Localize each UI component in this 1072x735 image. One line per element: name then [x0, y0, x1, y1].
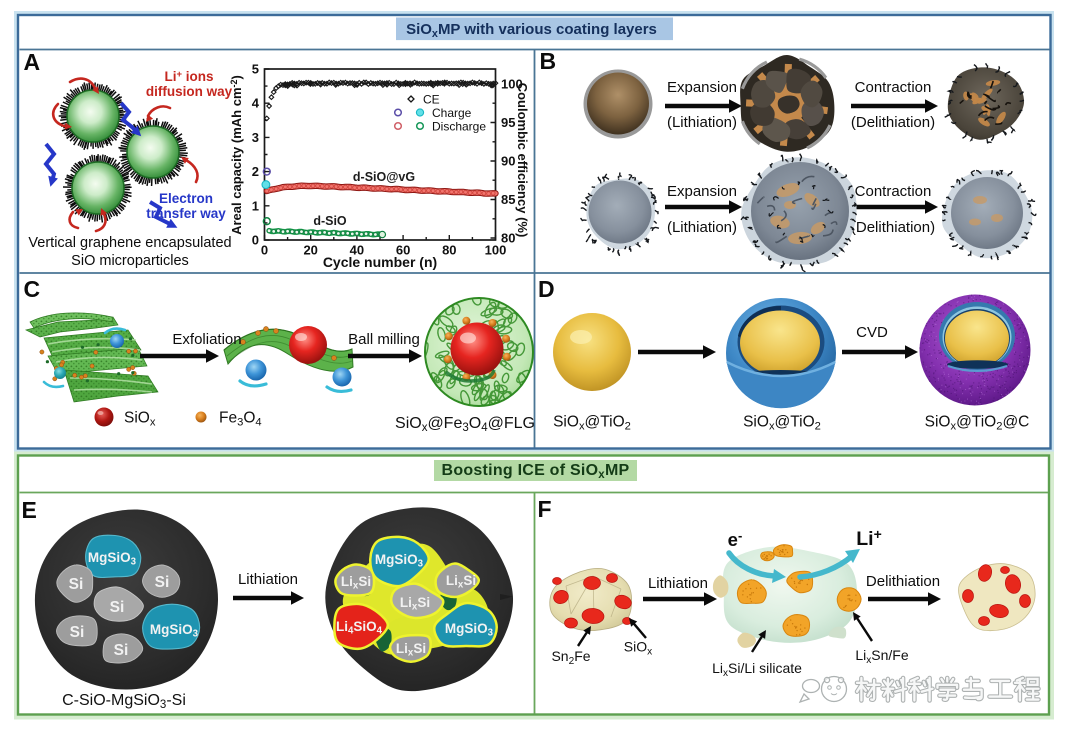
- svg-text:Si: Si: [69, 576, 84, 593]
- svg-text:Contraction: Contraction: [855, 183, 932, 200]
- svg-text:Lithiation: Lithiation: [238, 571, 298, 588]
- svg-text:Contraction: Contraction: [855, 79, 932, 96]
- svg-text:MgSiO3​: MgSiO3​: [150, 622, 199, 640]
- svg-text:(Lithiation): (Lithiation): [667, 114, 737, 131]
- svg-text:Discharge: Discharge: [432, 120, 486, 134]
- svg-text:Charge: Charge: [432, 106, 472, 120]
- svg-text:3: 3: [252, 130, 259, 145]
- svg-text:Li4​SiO4​: Li4​SiO4​: [336, 619, 383, 637]
- svg-text:Lix​Si: Lix​Si: [400, 595, 430, 613]
- svg-text:Delithiation: Delithiation: [866, 573, 940, 590]
- svg-text:Ball milling: Ball milling: [348, 331, 420, 348]
- svg-text:80: 80: [501, 231, 515, 246]
- svg-text:MgSiO3​: MgSiO3​: [88, 550, 137, 568]
- svg-text:Coulombic efficiency (%): Coulombic efficiency (%): [515, 83, 530, 238]
- svg-text:SiOx​@Fe3​O4​@FLG: SiOx​@Fe3​O4​@FLG: [395, 415, 535, 434]
- svg-text:Vertical graphene encapsulated: Vertical graphene encapsulated: [28, 235, 231, 251]
- svg-text:5: 5: [252, 62, 259, 77]
- svg-text:CVD: CVD: [856, 324, 888, 341]
- svg-text:Si: Si: [110, 599, 125, 616]
- svg-text:MgSiO3​: MgSiO3​: [375, 552, 424, 570]
- svg-text:40: 40: [350, 243, 364, 258]
- svg-text:B: B: [540, 48, 557, 74]
- svg-text:Si: Si: [70, 624, 85, 641]
- svg-text:D: D: [538, 276, 555, 302]
- svg-text:SiOx​@TiO2​: SiOx​@TiO2​: [743, 414, 821, 433]
- svg-text:2: 2: [252, 164, 259, 179]
- svg-text:Li+​ ions: Li+​ ions: [164, 69, 213, 84]
- svg-text:C-SiO-MgSiO3​-Si: C-SiO-MgSiO3​-Si: [62, 692, 186, 711]
- svg-text:95: 95: [501, 115, 515, 130]
- svg-text:85: 85: [501, 192, 515, 207]
- svg-text:SiOx​@TiO2​: SiOx​@TiO2​: [553, 414, 631, 433]
- svg-text:(Delithiation): (Delithiation): [851, 219, 935, 236]
- svg-text:SiOx​: SiOx​: [624, 639, 652, 658]
- svg-text:d-SiO@vG: d-SiO@vG: [353, 170, 415, 184]
- svg-text:Electron: Electron: [159, 191, 213, 206]
- svg-text:Expansion: Expansion: [667, 183, 737, 200]
- svg-text:4: 4: [252, 96, 260, 111]
- svg-text:Lix​Si: Lix​Si: [396, 641, 426, 659]
- svg-text:F: F: [538, 496, 552, 522]
- svg-text:Lix​Si/Li silicate: Lix​Si/Li silicate: [712, 660, 802, 679]
- svg-text:diffusion way: diffusion way: [146, 84, 233, 99]
- svg-text:SiOx​MP with various coating l: SiOx​MP with various coating layers: [406, 21, 657, 40]
- svg-text:20: 20: [303, 243, 317, 258]
- svg-text:Si: Si: [155, 574, 170, 591]
- svg-text:C: C: [24, 276, 41, 302]
- svg-text:1: 1: [252, 198, 259, 213]
- svg-text:60: 60: [396, 243, 410, 258]
- svg-text:Areal capacity (mAh cm-2​): Areal capacity (mAh cm-2​): [229, 75, 244, 235]
- svg-text:Lithiation: Lithiation: [648, 575, 708, 592]
- svg-text:SiOx​: SiOx​: [124, 410, 156, 429]
- svg-text:A: A: [24, 49, 41, 75]
- svg-text:Si: Si: [114, 642, 129, 659]
- svg-text:Fe3​O4​: Fe3​O4​: [219, 410, 262, 429]
- svg-text:(Delithiation): (Delithiation): [851, 114, 935, 131]
- svg-text:d-SiO: d-SiO: [313, 214, 347, 228]
- svg-text:Lix​Si: Lix​Si: [341, 574, 371, 592]
- svg-text:(Lithiation): (Lithiation): [667, 219, 737, 236]
- svg-text:Boosting ICE of SiOx​MP: Boosting ICE of SiOx​MP: [442, 462, 630, 481]
- svg-text:Expansion: Expansion: [667, 79, 737, 96]
- svg-text:80: 80: [442, 243, 456, 258]
- svg-text:SiOx​@TiO2​@C: SiOx​@TiO2​@C: [925, 414, 1030, 433]
- svg-text:90: 90: [501, 154, 515, 169]
- svg-text:E: E: [22, 497, 37, 523]
- svg-text:Sn2​Fe: Sn2​Fe: [551, 648, 590, 667]
- svg-text:transfer way: transfer way: [146, 206, 226, 221]
- svg-text:Lix​Sn/Fe: Lix​Sn/Fe: [855, 647, 909, 666]
- svg-text:CE: CE: [423, 93, 440, 107]
- svg-text:100: 100: [485, 243, 507, 258]
- svg-text:0: 0: [261, 243, 268, 258]
- svg-text:Lix​Si: Lix​Si: [446, 573, 476, 591]
- svg-text:100: 100: [501, 77, 523, 92]
- svg-text:SiO microparticles: SiO microparticles: [71, 253, 189, 269]
- svg-text:Exfoliation: Exfoliation: [172, 331, 241, 348]
- svg-text:MgSiO3​: MgSiO3​: [445, 621, 494, 639]
- svg-text:0: 0: [252, 233, 259, 248]
- svg-text:Cycle number (n): Cycle number (n): [323, 254, 437, 270]
